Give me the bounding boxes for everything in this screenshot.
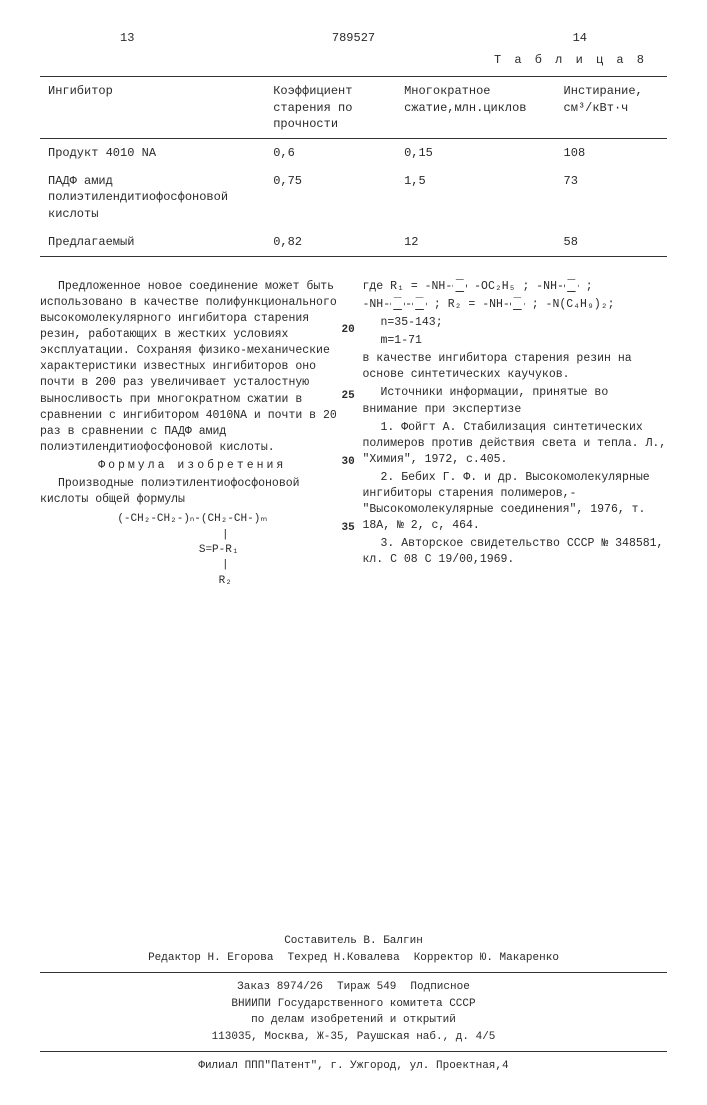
ring-icon — [510, 297, 525, 310]
order: Заказ 8974/26 — [237, 979, 323, 996]
page-right: 14 — [573, 30, 587, 46]
right-column: где R₁ = -NH- -OC₂H₅ ; -NH- ; -NH-- ; R₂… — [363, 279, 668, 593]
sources-title: Источники информации, принятые во вниман… — [363, 385, 668, 417]
right-p1: в качестве ингибитора старения резин на … — [363, 351, 668, 383]
formula: (-CH₂-CH₂-)ₙ-(CH₂-CH-)ₘ | S=P-R₁ | R₂ — [40, 512, 345, 589]
left-p2: Производные полиэтилентиофосфоновой кисл… — [40, 476, 345, 508]
r2-line: -NH-- ; R₂ = -NH- ; -N(C₄H₉)₂; — [363, 297, 668, 313]
table-header-row: Ингибитор Коэффициент старения по прочно… — [40, 77, 667, 139]
editor: Редактор Н. Егорова — [148, 950, 273, 967]
left-column: Предложенное новое соединение может быть… — [40, 279, 345, 593]
ring-icon — [390, 297, 405, 310]
tirazh: Тираж 549 — [337, 979, 396, 996]
n-line: n=35-143; — [363, 315, 668, 331]
data-table: Ингибитор Коэффициент старения по прочно… — [40, 76, 667, 257]
table-row: Продукт 4010 NA 0,6 0,15 108 — [40, 138, 667, 167]
ring-icon — [412, 297, 427, 310]
page-left: 13 — [120, 30, 134, 46]
org2: по делам изобретений и открытий — [40, 1012, 667, 1029]
page-center: 789527 — [332, 30, 375, 46]
ref-1: 1. Фойгт А. Стабилизация синтетических п… — [363, 420, 668, 468]
composer: Составитель В. Балгин — [40, 933, 667, 950]
line-marker-30: 30 — [342, 455, 355, 470]
line-marker-25: 25 — [342, 389, 355, 404]
table-row: ПАДФ амид полиэтилендитиофосфоновой кисл… — [40, 167, 667, 228]
col-0: Ингибитор — [40, 77, 265, 139]
org1: ВНИИПИ Государственного комитета СССР — [40, 996, 667, 1013]
ring-icon — [452, 279, 467, 292]
body-text: 20 25 30 35 Предложенное новое соединени… — [40, 279, 667, 593]
ring-icon — [564, 279, 579, 292]
footer: Составитель В. Балгин Редактор Н. Егоров… — [40, 933, 667, 1075]
table-row: Предлагаемый 0,82 12 58 — [40, 228, 667, 257]
tech: Техред Н.Ковалева — [287, 950, 399, 967]
where-line: где R₁ = -NH- -OC₂H₅ ; -NH- ; — [363, 279, 668, 295]
line-marker-35: 35 — [342, 521, 355, 536]
ref-2: 2. Бебих Г. Ф. и др. Высокомолекулярные … — [363, 470, 668, 534]
col-2: Многократное сжатие,млн.циклов — [396, 77, 555, 139]
col-1: Коэффициент старения по прочности — [265, 77, 396, 139]
corrector: Корректор Ю. Макаренко — [414, 950, 559, 967]
left-p1: Предложенное новое соединение может быть… — [40, 279, 345, 456]
table-label: Т а б л и ц а 8 — [40, 52, 647, 68]
m-line: m=1-71 — [363, 333, 668, 349]
line-marker-20: 20 — [342, 323, 355, 338]
filial: Филиал ППП"Патент", г. Ужгород, ул. Прое… — [40, 1058, 667, 1075]
formula-title: Формула изобретения — [40, 458, 345, 474]
ref-3: 3. Авторское свидетельство СССР № 348581… — [363, 536, 668, 568]
addr1: 113035, Москва, Ж-35, Раушская наб., д. … — [40, 1029, 667, 1046]
subscription: Подписное — [410, 979, 469, 996]
page-numbers: 13 789527 14 — [40, 30, 667, 46]
col-3: Инстирание, см³/кВт·ч — [556, 77, 667, 139]
